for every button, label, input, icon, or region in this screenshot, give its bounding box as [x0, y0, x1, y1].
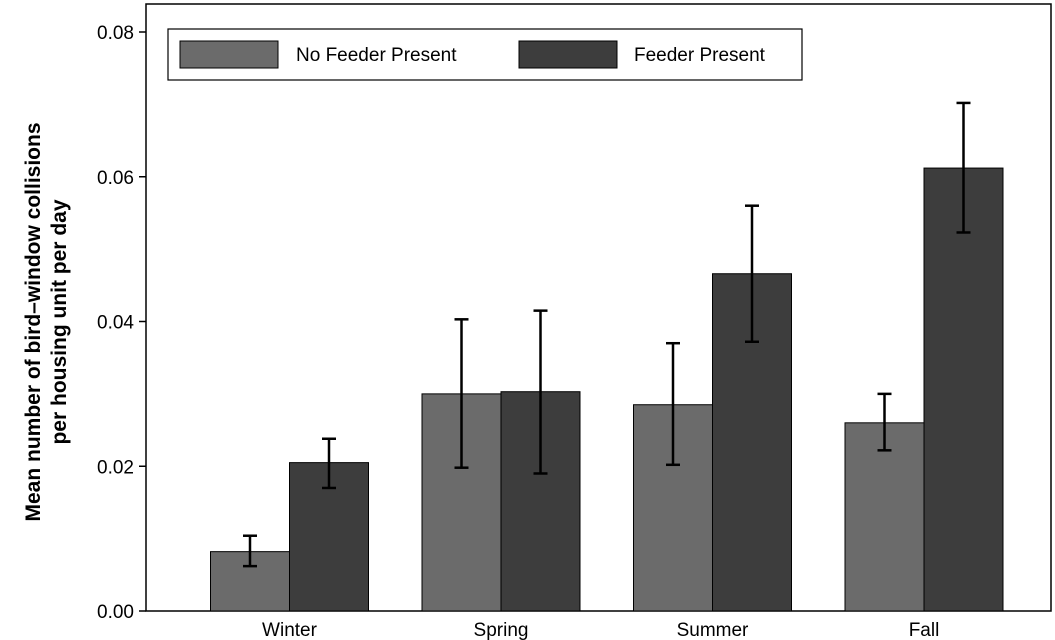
error-bar-summer-no-feeder [666, 341, 680, 467]
bar-fall-no-feeder [844, 422, 925, 612]
legend-label-feeder: Feeder Present [634, 45, 766, 66]
y-tick-label: 0.04 [97, 313, 134, 334]
y-axis-title: Mean number of bird–window collisions pe… [22, 122, 71, 521]
bar-fall-feeder [923, 167, 1004, 612]
y-tick-label: 0.00 [97, 602, 134, 623]
y-tick-label: 0.02 [97, 457, 134, 478]
error-bar-winter-no-feeder [243, 534, 257, 568]
x-axis: Winter Spring Summer Fall [262, 620, 939, 640]
plot-frame [145, 3, 1052, 612]
error-bar-summer-feeder [745, 204, 759, 344]
error-bar-winter-feeder [322, 437, 336, 490]
x-tick-label-winter: Winter [262, 620, 318, 640]
legend-swatch-feeder [518, 40, 618, 69]
legend-swatch-no-feeder [179, 40, 279, 69]
bars-group [210, 167, 1004, 612]
error-bars-group [243, 101, 971, 568]
y-axis-title-line-1: Mean number of bird–window collisions [22, 122, 45, 521]
y-axis-title-line-2: per housing unit per day [48, 199, 71, 444]
x-tick-label-fall: Fall [909, 620, 940, 640]
y-axis: 0.00 0.02 0.04 0.06 0.08 [97, 23, 146, 623]
error-bar-fall-feeder [956, 101, 971, 234]
x-tick-label-summer: Summer [677, 620, 749, 640]
y-tick-label: 0.06 [97, 168, 134, 189]
error-bar-spring-no-feeder [454, 318, 469, 469]
error-bar-fall-no-feeder [877, 392, 892, 452]
x-tick-label-spring: Spring [474, 620, 529, 640]
error-bar-spring-feeder [533, 309, 548, 475]
legend: No Feeder Present Feeder Present [167, 28, 803, 81]
y-tick-label: 0.08 [97, 23, 134, 44]
legend-label-no-feeder: No Feeder Present [296, 45, 457, 66]
